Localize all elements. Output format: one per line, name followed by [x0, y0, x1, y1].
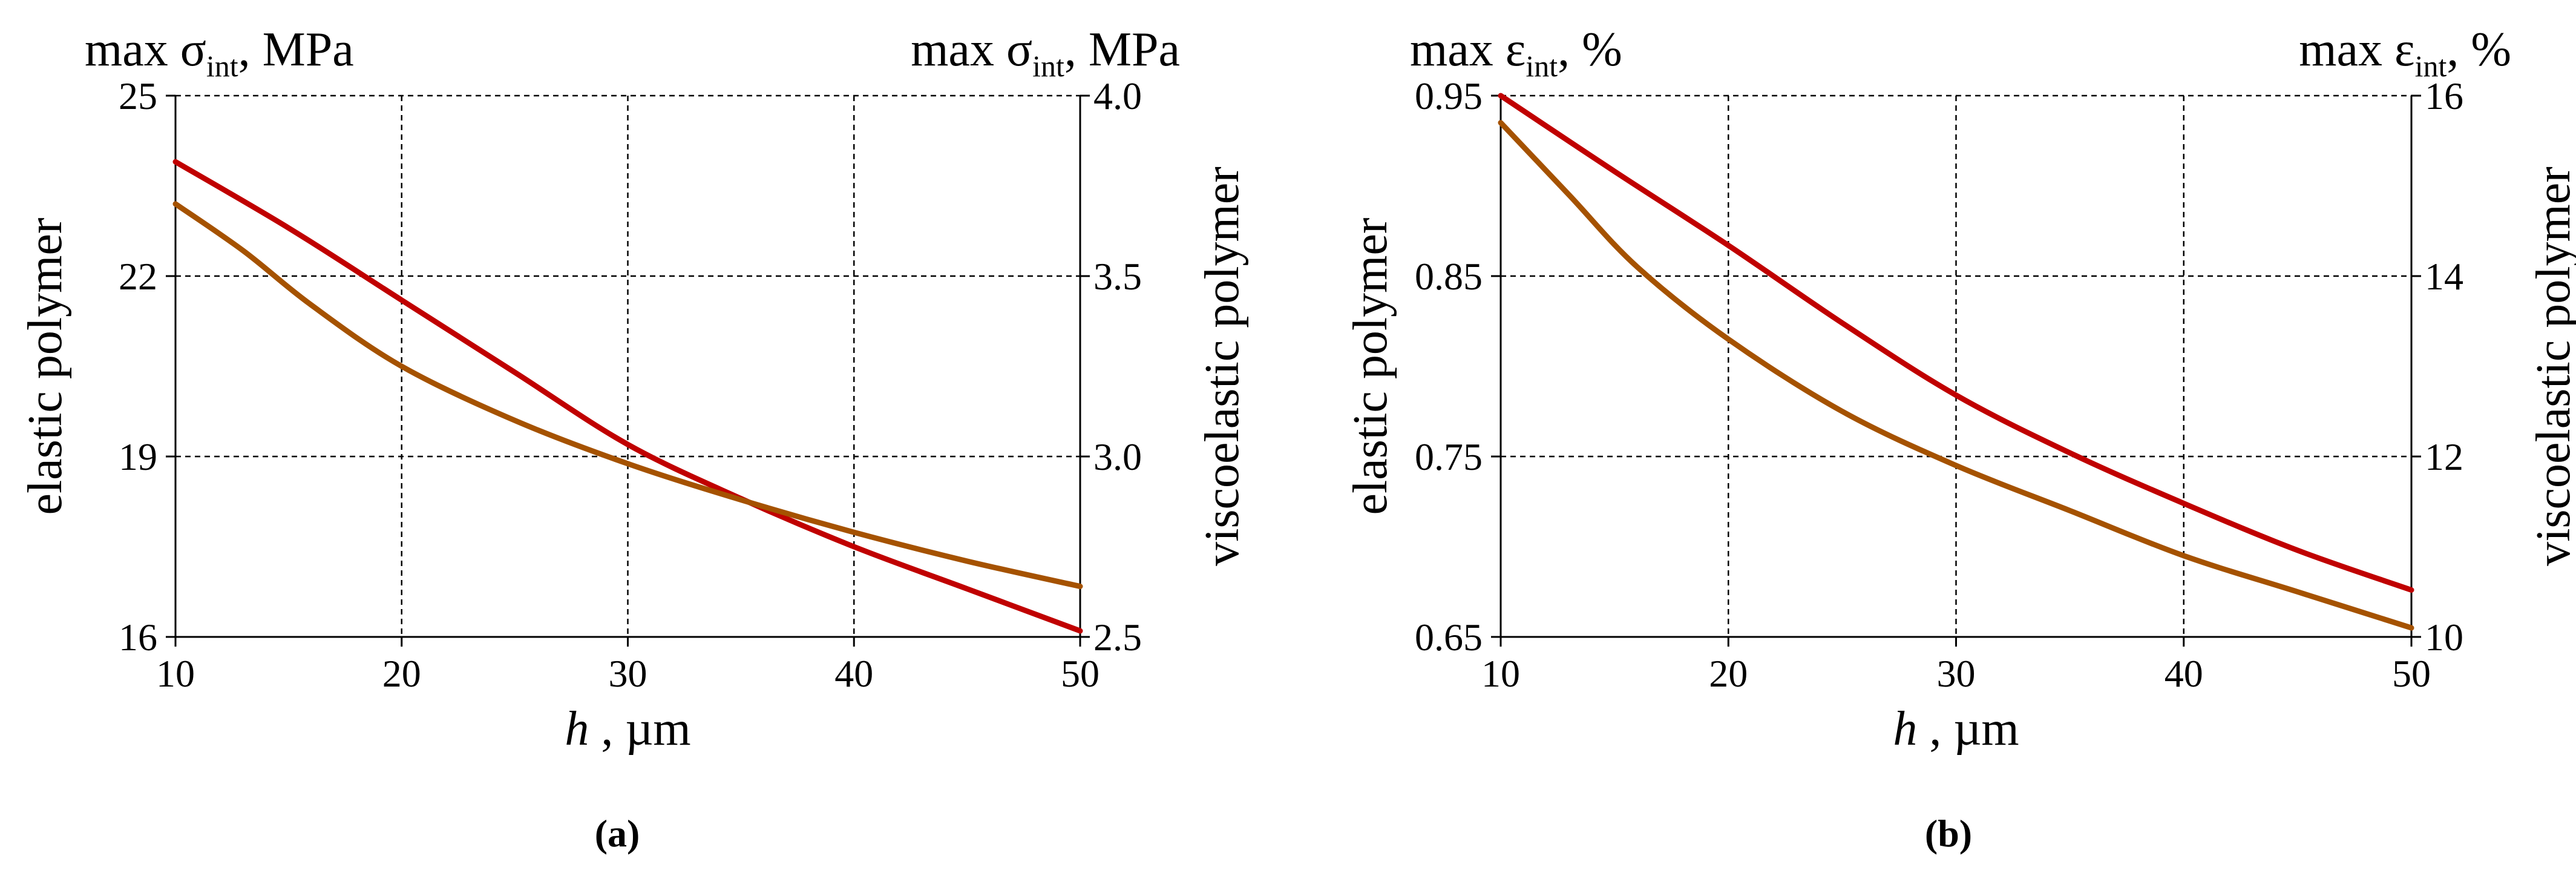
x-axis-unit: , µm	[1917, 702, 2019, 756]
x-axis-var: h	[565, 702, 589, 756]
x-tick-label: 30	[1937, 652, 1976, 695]
left-tick-label: 25	[119, 74, 157, 117]
left-y-label: elastic polymer	[1344, 218, 1397, 515]
right-axis-title-sub: int	[1032, 49, 1064, 83]
x-tick-label: 20	[382, 652, 421, 695]
left-y-label: elastic polymer	[19, 218, 72, 515]
x-tick-label: 40	[834, 652, 873, 695]
series-line-elastic	[172, 159, 1083, 634]
series-line-viscoelastic	[172, 201, 1083, 590]
right-axis-title: max σint, MPa	[911, 23, 1180, 83]
left-axis-title-main: max ε	[1410, 23, 1526, 76]
right-axis-title-unit: , %	[2447, 23, 2511, 76]
right-tick-label: 3.5	[1093, 255, 1142, 298]
x-tick-label: 20	[1709, 652, 1748, 695]
right-axis-title-main: max ε	[2299, 23, 2414, 76]
x-tick-label: 10	[1481, 652, 1520, 695]
right-y-label: viscoelastic polymer	[1196, 166, 1249, 566]
x-tick-label: 50	[2392, 652, 2431, 695]
x-axis-var: h	[1893, 702, 1917, 756]
right-axis-title-main: max σ	[911, 23, 1032, 76]
series-line-viscoelastic	[1498, 120, 2414, 631]
left-axis-title: max εint, %	[1410, 23, 1622, 83]
chart-panel-b: 0.65 0.75 0.85 0.95 10 12 14 16 10 20 30 40 50 h , µm…	[1344, 23, 2576, 855]
right-tick-label: 4.0	[1093, 74, 1142, 117]
right-tick-label: 2.5	[1093, 616, 1142, 659]
x-tick-label: 30	[609, 652, 647, 695]
chart-panel-a: 16 19 22 25 2.5 3.0 3.5 4.0 10 20 30 40 50 h , µm max …	[19, 23, 1249, 855]
x-tick-label: 50	[1061, 652, 1100, 695]
right-axis-title-sub: int	[2415, 49, 2447, 83]
left-axis-title-main: max σ	[85, 23, 206, 76]
left-axis-title-sub: int	[206, 49, 238, 83]
right-tick-label: 16	[2425, 74, 2463, 117]
left-tick-label: 0.75	[1415, 435, 1483, 478]
right-tick-label: 10	[2425, 616, 2463, 659]
right-tick-label: 14	[2425, 255, 2463, 298]
panel-label: (a)	[595, 812, 640, 855]
right-axis-title-unit: , MPa	[1064, 23, 1180, 76]
left-tick-label: 16	[119, 616, 157, 659]
left-axis-title-unit: , MPa	[238, 23, 354, 76]
left-axis-title-sub: int	[1526, 49, 1558, 83]
x-axis-label: h , µm	[565, 702, 690, 756]
left-tick-label: 22	[119, 255, 157, 298]
x-tick-label: 40	[2165, 652, 2203, 695]
x-axis-label: h , µm	[1893, 702, 2019, 756]
left-axis-title-unit: , %	[1558, 23, 1622, 76]
x-tick-label: 10	[156, 652, 195, 695]
left-axis-title: max σint, MPa	[85, 23, 354, 83]
series-line-elastic	[1498, 93, 2414, 593]
right-tick-label: 3.0	[1093, 435, 1142, 478]
right-y-label: viscoelastic polymer	[2527, 166, 2576, 566]
left-tick-label: 0.85	[1415, 255, 1483, 298]
right-tick-label: 12	[2425, 435, 2463, 478]
x-axis-unit: , µm	[589, 702, 690, 756]
left-tick-label: 0.65	[1415, 616, 1483, 659]
right-axis-title: max εint, %	[2299, 23, 2511, 83]
left-tick-label: 0.95	[1415, 74, 1483, 117]
panel-label: (b)	[1925, 812, 1972, 855]
left-tick-label: 19	[119, 435, 157, 478]
